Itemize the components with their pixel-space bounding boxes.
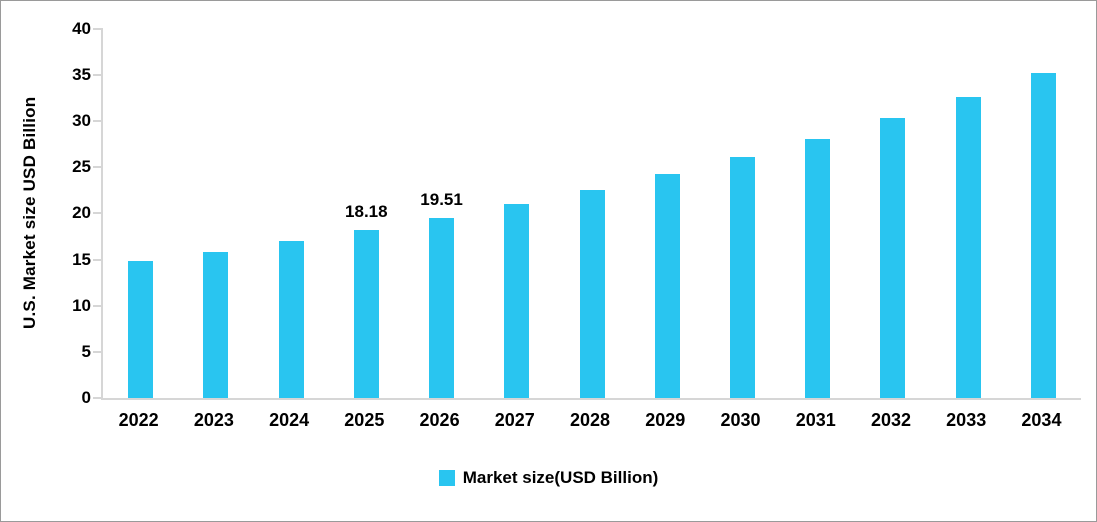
y-axis-tick-label: 0 [81,388,91,407]
y-axis-tick [93,259,103,261]
bar-cell [479,29,554,398]
bar-cell [931,29,1006,398]
x-axis-label-2026: 2026 [419,410,460,430]
bar-cell: 19.51 [404,29,479,398]
bar-cell [103,29,178,398]
x-axis-label-2023: 2023 [193,410,234,430]
y-axis-tick [93,28,103,30]
bars-row: 18.18 19.51 [103,29,1081,398]
bar-2034 [1030,73,1056,398]
y-axis-title: U.S. Market size USD Billion [20,96,39,330]
bar-2024 [278,241,304,398]
bar-value-label: 18.18 [345,202,388,221]
x-axis-label-2031: 2031 [795,410,836,430]
bar-cell [705,29,780,398]
x-axis-label-2029: 2029 [645,410,686,430]
bar-cell [178,29,253,398]
bar-2031 [805,139,831,398]
bar-cell [855,29,930,398]
bar-value-label: 19.51 [420,190,463,209]
y-axis-tick-label: 40 [72,19,91,38]
y-axis-tick-label: 25 [72,157,91,176]
bar-2027 [504,204,530,398]
x-axis-label-2032: 2032 [870,410,911,430]
bar-cell: 18.18 [329,29,404,398]
y-axis-tick [93,397,103,399]
legend-marker [438,470,455,486]
y-axis-tick-label: 35 [72,65,91,84]
y-axis-tick [93,305,103,307]
bar-2029 [654,174,680,398]
bar-cell [554,29,629,398]
y-axis-tick [93,166,103,168]
x-axis-label-2034: 2034 [1021,410,1062,430]
y-axis-tick [93,74,103,76]
y-axis-tick-label: 5 [81,342,91,361]
bar-2025 [353,230,379,398]
y-axis-tick [93,120,103,122]
bar-2028 [579,190,605,398]
x-axis-labels: 2022 2023 2024 2025 2026 2027 2028 2029 2030 2031… [101,410,1079,431]
bar-cell [630,29,705,398]
y-axis-tick [93,212,103,214]
bar-2030 [729,157,755,398]
x-axis-label-2025: 2025 [344,410,385,430]
bar-cell [1006,29,1081,398]
y-axis-tick-label: 15 [72,250,91,269]
bar-2032 [880,118,906,398]
bar-cell [253,29,328,398]
bar-2033 [955,97,981,398]
legend: Market size(USD Billion) [1,468,1096,488]
y-axis-tick-label: 10 [72,296,91,315]
x-axis-label-2022: 2022 [118,410,159,430]
y-axis-tick [93,351,103,353]
x-axis-label-2028: 2028 [570,410,611,430]
y-axis-tick-label: 20 [72,203,91,222]
y-axis-tick-label: 30 [72,111,91,130]
bar-cell [780,29,855,398]
bar-2023 [203,252,229,398]
bar-2022 [128,261,154,398]
plot-area: 18.18 19.51 0 5 10 15 20 25 30 35 40 [72,19,1081,407]
bar-2026 [429,218,455,398]
x-axis-label-2027: 2027 [494,410,535,430]
x-axis-label-2024: 2024 [269,410,310,430]
x-axis-label-2030: 2030 [720,410,761,430]
legend-label: Market size(USD Billion) [462,468,659,487]
x-axis-label-2033: 2033 [946,410,987,430]
